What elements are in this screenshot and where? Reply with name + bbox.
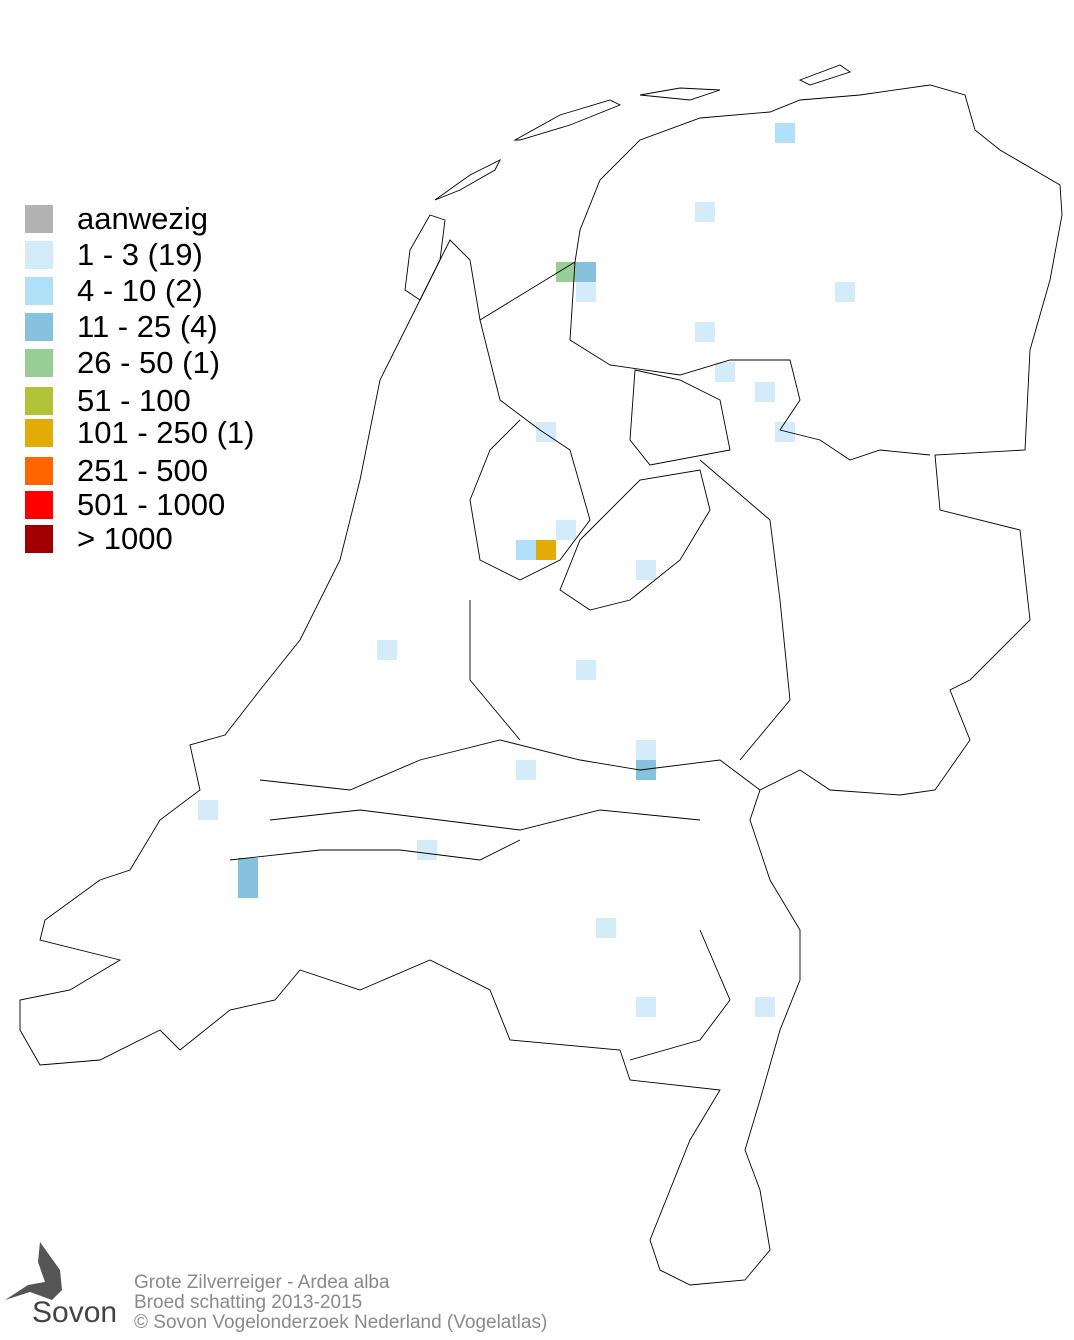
grid-cell [715, 362, 735, 382]
provincial-borders [469, 459, 791, 1061]
grid-cell [755, 997, 775, 1017]
vlieland-island [434, 158, 502, 201]
legend-label: 51 - 100 [77, 383, 191, 418]
legend-item: 11 - 25 (4) [25, 311, 218, 342]
grid-cell [596, 918, 616, 938]
ijsselmeer-shore [469, 319, 591, 581]
legend-item: 4 - 10 (2) [25, 275, 203, 306]
rivers [229, 739, 761, 861]
legend-swatch [25, 456, 53, 485]
legend-item: 501 - 1000 [25, 489, 225, 520]
grid-cell [536, 540, 556, 560]
grid-cell [695, 202, 715, 222]
legend-label: 1 - 3 (19) [77, 237, 203, 272]
grid-cell [556, 520, 576, 540]
legend-label: 26 - 50 (1) [77, 345, 221, 380]
grid-cell [516, 760, 536, 780]
grid-cell [238, 858, 258, 878]
legend-item: 251 - 500 [25, 455, 208, 486]
legend-swatch [25, 418, 53, 447]
sovon-logo: Sovon [32, 1296, 118, 1329]
legend-label: 251 - 500 [77, 453, 208, 488]
legend-label: aanwezig [77, 201, 208, 236]
legend-item: 101 - 250 (1) [25, 417, 255, 448]
grid-cell [576, 660, 596, 680]
legend-label: 11 - 25 (4) [77, 309, 218, 344]
map-credits: Grote Zilverreiger - Ardea alba Broed sc… [134, 1273, 547, 1333]
survey-subtitle: Broed schatting 2013-2015 [134, 1292, 363, 1313]
legend-swatch [25, 204, 53, 233]
sovon-logo-bird [5, 1242, 62, 1300]
grid-cells [198, 123, 855, 1017]
legend-label: 4 - 10 (2) [77, 273, 203, 308]
grid-cell [835, 282, 855, 302]
legend-swatch [25, 240, 53, 269]
legend-label: > 1000 [77, 521, 173, 556]
grid-cell [377, 640, 397, 660]
grid-cell [636, 760, 656, 780]
grid-cell [636, 740, 656, 760]
grid-cell [775, 422, 795, 442]
mainland-outline [19, 84, 1063, 1286]
terschelling-island [513, 99, 622, 141]
map-outline [19, 64, 1063, 1286]
grid-cell [516, 540, 536, 560]
legend-item: aanwezig [25, 203, 208, 234]
legend-item: 1 - 3 (19) [25, 239, 203, 270]
legend-item: > 1000 [25, 523, 173, 554]
grid-cell [775, 123, 795, 143]
legend-label: 501 - 1000 [77, 487, 226, 522]
grid-cell [198, 800, 218, 820]
ameland-island [639, 87, 721, 101]
texel-island [404, 214, 446, 301]
grid-cell [576, 282, 596, 302]
grid-cell [695, 322, 715, 342]
legend-swatch [25, 348, 53, 377]
legend-swatch [25, 386, 53, 415]
legend-swatch [25, 524, 53, 553]
friesland-coast [569, 261, 931, 461]
grid-cell [576, 262, 596, 282]
grid-cell [556, 262, 576, 282]
legend-swatch [25, 276, 53, 305]
schiermonnikoog-island [798, 64, 851, 86]
legend-item: 51 - 100 [25, 385, 191, 416]
grid-cell [636, 997, 656, 1017]
grid-cell [755, 382, 775, 402]
legend-swatch [25, 490, 53, 519]
grid-cell [238, 878, 258, 898]
swallow-icon [5, 1242, 62, 1300]
noordoostpolder [629, 369, 731, 466]
legend-item: 26 - 50 (1) [25, 347, 220, 378]
grid-cell [417, 840, 437, 860]
species-title: Grote Zilverreiger - Ardea alba [134, 1272, 390, 1293]
legend-swatch [25, 312, 53, 341]
copyright: © Sovon Vogelonderzoek Nederland (Vogela… [134, 1312, 548, 1333]
grid-cell [636, 560, 656, 580]
legend-label: 101 - 250 (1) [77, 415, 255, 450]
flevoland [559, 469, 711, 611]
